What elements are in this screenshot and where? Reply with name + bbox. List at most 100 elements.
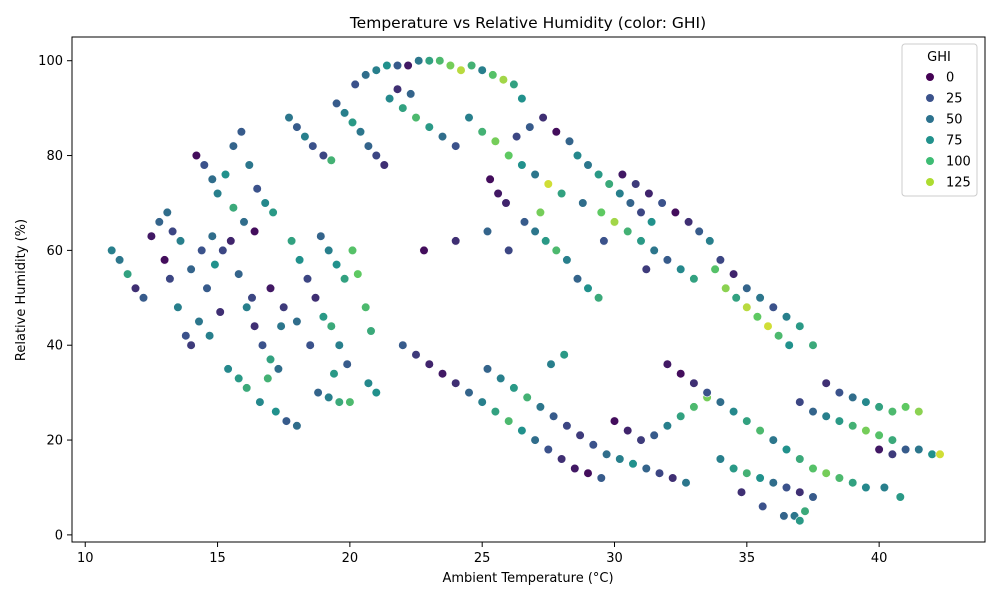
scatter-point <box>736 487 747 497</box>
legend-label: 75 <box>946 134 963 149</box>
scatter-point <box>588 440 598 450</box>
scatter-point <box>173 302 183 312</box>
scatter-point <box>490 407 501 417</box>
scatter-point <box>122 269 133 279</box>
scatter-point <box>504 245 514 255</box>
scatter-point <box>385 93 395 104</box>
scatter-point <box>482 226 493 236</box>
scatter-point <box>392 60 403 71</box>
scatter-point <box>437 369 448 379</box>
x-tick-label: 10 <box>77 551 94 566</box>
scatter-point <box>363 141 374 151</box>
scatter-point <box>887 407 898 417</box>
scatter-point <box>517 93 527 104</box>
scatter-point <box>541 236 551 246</box>
scatter-point <box>223 364 233 374</box>
scatter-point <box>205 331 215 341</box>
scatter-point <box>781 444 792 455</box>
scatter-point <box>138 293 149 303</box>
plot-frame <box>71 36 986 543</box>
scatter-point <box>702 388 712 398</box>
scatter-point <box>646 217 657 227</box>
scatter-point <box>414 56 424 66</box>
scatter-point <box>207 231 217 241</box>
scatter-point <box>213 188 223 199</box>
scatter-point <box>300 132 310 142</box>
scatter-point <box>162 207 172 217</box>
scatter-point <box>572 274 583 284</box>
scatter-point <box>887 449 898 459</box>
scatter-point <box>382 60 392 71</box>
legend-marker <box>925 156 935 166</box>
scatter-point <box>202 283 212 293</box>
scatter-point <box>498 75 509 85</box>
scatter-point <box>681 478 691 488</box>
legend-entries: 0 25 50 75 100 125 <box>925 71 971 191</box>
scatter-point <box>784 340 794 350</box>
scatter-point <box>768 435 778 445</box>
scatter-point <box>593 169 604 180</box>
scatter-point <box>596 207 606 217</box>
scatter-point <box>705 236 715 246</box>
scatter-point <box>755 426 765 436</box>
scatter-point <box>218 245 228 255</box>
scatter-point <box>668 473 678 483</box>
legend-label: 0 <box>946 71 954 86</box>
scatter-point <box>721 283 731 293</box>
scatter-point <box>411 350 421 360</box>
scatter-point <box>583 160 593 170</box>
scatter-point <box>220 169 231 180</box>
scatter-point <box>887 435 898 445</box>
scatter-point <box>437 132 448 142</box>
scatter-point <box>308 141 318 151</box>
scatter-point <box>773 331 784 341</box>
scatter-point <box>451 141 461 151</box>
scatter-point <box>694 226 704 236</box>
scatter-point <box>795 397 805 407</box>
scatter-point <box>392 84 403 94</box>
scatter-point <box>493 188 503 199</box>
scatter-point <box>562 421 572 431</box>
scatter-point <box>260 198 270 208</box>
y-tick-label: 60 <box>46 244 63 259</box>
scatter-point <box>821 378 831 388</box>
scatter-point <box>326 155 336 165</box>
scatter-point <box>175 236 186 246</box>
scatter-point <box>525 122 535 132</box>
scatter-point <box>530 226 540 236</box>
scatter-point <box>281 416 292 426</box>
scatter-point <box>879 482 890 493</box>
scatter-point <box>895 492 905 502</box>
scatter-point <box>424 56 434 66</box>
y-axis: 0 20 40 60 80 100 <box>38 54 72 543</box>
scatter-point <box>530 435 540 445</box>
scatter-point <box>615 188 625 199</box>
scatter-point <box>808 492 818 502</box>
scatter-point <box>609 416 620 426</box>
scatter-point <box>710 264 720 274</box>
scatter-point <box>683 217 694 227</box>
scatter-point <box>636 207 646 217</box>
scatter-point <box>742 283 752 293</box>
scatter-point <box>636 236 646 246</box>
scatter-point <box>689 378 699 388</box>
scatter-point <box>551 245 561 255</box>
scatter-point <box>538 112 548 123</box>
scatter-point <box>292 316 302 327</box>
scatter-point <box>199 160 209 170</box>
scatter-point <box>593 293 604 303</box>
scatter-point <box>715 397 726 407</box>
scatter-point <box>522 392 532 403</box>
legend: GHI 0 25 50 75 100 125 <box>901 43 978 197</box>
scatter-point <box>715 255 726 265</box>
scatter-point <box>641 463 651 474</box>
scatter-point <box>768 302 778 312</box>
scatter-point <box>631 179 641 189</box>
scatter-point <box>758 501 768 512</box>
scatter-point <box>464 388 474 398</box>
legend-label: 125 <box>946 176 971 191</box>
scatter-point <box>599 236 609 246</box>
scatter-point <box>517 160 527 170</box>
scatter-point <box>361 70 371 80</box>
scatter-point <box>874 444 884 455</box>
